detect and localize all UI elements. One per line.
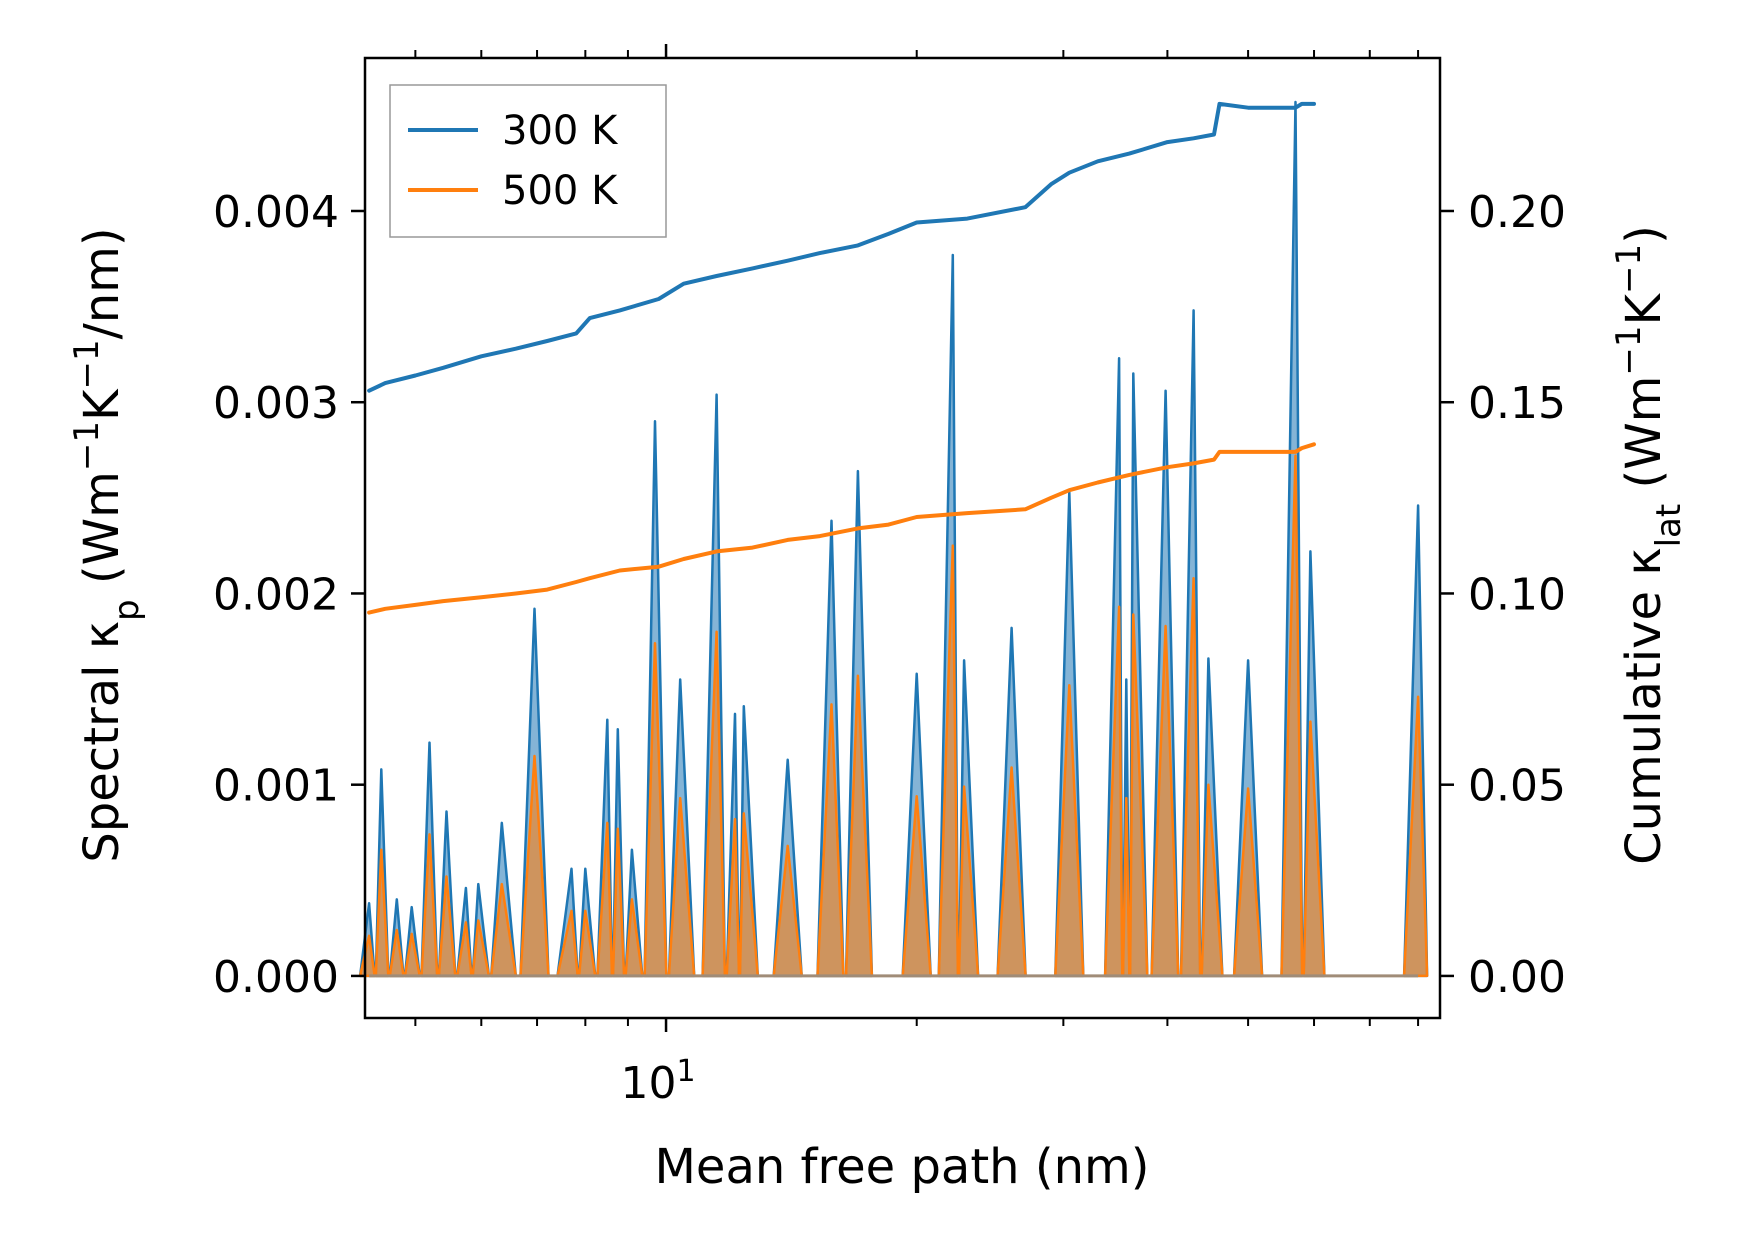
- y-right-title-part-a: Cumulative κ: [1616, 547, 1672, 865]
- legend-box: [389, 84, 667, 238]
- plot-frame: [363, 56, 1442, 1020]
- y-right-tick-label: 0.05: [1468, 761, 1566, 812]
- y-left-title-part-b: (Wm: [74, 471, 130, 599]
- cumulative-line-500k: [367, 442, 1316, 615]
- x-axis-title: Mean free path (nm): [655, 1139, 1150, 1195]
- y-right-title-part-c: K: [1616, 292, 1672, 325]
- y-left-tick-label: 0.002: [213, 569, 339, 620]
- legend-label-300k: 300 K: [502, 108, 619, 154]
- spectral-area-500k: [358, 454, 1429, 978]
- y-left-title-part-c: K: [74, 388, 130, 421]
- y-right-axis-title: Cumulative κlat (Wm−1K−1): [1609, 225, 1689, 865]
- cumulative-layer: [367, 101, 1316, 615]
- y-right-title-part-d: ): [1616, 225, 1672, 244]
- y-right-tick-label: 0.20: [1468, 187, 1566, 238]
- y-left-axis-title: Spectral κp (Wm−1K−1/nm): [67, 227, 147, 862]
- y-left-title-part-a: Spectral κ: [74, 621, 130, 863]
- y-left-title-sup-2: −1: [67, 339, 107, 389]
- spectral-layer: [358, 100, 1429, 978]
- x-tick-label: 101: [620, 1054, 695, 1110]
- cumulative-line-300k: [367, 101, 1316, 393]
- y-left-tick-label: 0.001: [213, 761, 339, 812]
- y-left-tick-label: 0.004: [213, 187, 339, 238]
- y-right-tick-label: 0.10: [1468, 569, 1566, 620]
- y-left-title-sub-p: p: [107, 599, 147, 621]
- y-left-title-part-d: /nm): [74, 227, 130, 339]
- ticks-layer: 0.000 0.001 0.002 0.003 0.004 0.00 0.05 0.10 0.1…: [213, 44, 1566, 1109]
- y-right-title-sub-lat: lat: [1649, 504, 1689, 548]
- y-left-tick-label: 0.000: [213, 952, 339, 1003]
- y-right-tick-label: 0.00: [1468, 952, 1566, 1003]
- y-right-title-sup-2: −1: [1609, 244, 1649, 294]
- y-right-title-part-b: (Wm: [1616, 376, 1672, 504]
- y-right-title-sup-1: −1: [1609, 325, 1649, 375]
- legend-label-500k: 500 K: [502, 168, 619, 214]
- y-left-title-sup-1: −1: [67, 421, 107, 471]
- y-left-tick-label: 0.003: [213, 378, 339, 429]
- y-right-tick-label: 0.15: [1468, 378, 1566, 429]
- legend: 300 K 500 K: [389, 84, 667, 238]
